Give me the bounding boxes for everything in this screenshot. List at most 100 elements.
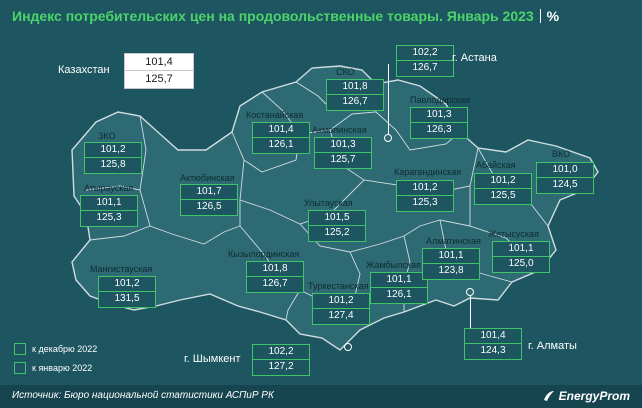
astana-dec-value: 102,2	[397, 46, 453, 61]
legend-label-jan: к январю 2022	[32, 363, 93, 373]
almaty-obl-dec-value: 101,1	[423, 249, 479, 264]
zko-jan-value: 125,8	[100, 159, 126, 170]
astana-marker	[384, 134, 392, 142]
shymkent-marker	[344, 343, 352, 351]
region-box-turkestan: 101,2 127,4	[312, 293, 370, 325]
national-value-box: 101,4 125,7	[124, 53, 194, 89]
almaty-obl-jan-value: 123,8	[438, 265, 464, 276]
region-box-zhambyl: 101,1 126,1	[370, 272, 428, 304]
region-box-karaganda: 101,2 125,3	[396, 180, 454, 212]
turkestan-jan-value: 127,4	[328, 310, 354, 321]
region-box-atyrau: 101,1 125,3	[80, 195, 138, 227]
title-unit: %	[546, 8, 560, 24]
title-text: Индекс потребительских цен на продовольс…	[12, 8, 534, 24]
city-box-almaty: 101,4 124,3	[464, 328, 522, 360]
region-label-zhambyl: Жамбылская	[366, 260, 421, 270]
region-box-akmola: 101,3 125,7	[314, 137, 372, 169]
vko-dec-value: 101,0	[537, 163, 593, 178]
city-label-almaty: г. Алматы	[528, 340, 577, 352]
region-label-turkestan: Туркестанская	[308, 281, 369, 291]
karaganda-dec-value: 101,2	[397, 181, 453, 196]
region-box-vko: 101,0 124,5	[536, 162, 594, 194]
region-label-sko: СКО	[336, 67, 355, 77]
national-dec-value: 101,4	[125, 54, 193, 71]
ulytau-jan-value: 125,2	[324, 227, 350, 238]
kostanay-jan-value: 126,1	[268, 139, 294, 150]
vko-jan-value: 124,5	[552, 179, 578, 190]
region-box-aktobe: 101,7 126,5	[180, 184, 238, 216]
astana-leader-line	[388, 64, 389, 134]
region-label-zko: ЗКО	[98, 131, 116, 141]
region-box-abay: 101,2 125,5	[474, 173, 532, 205]
city-label-shymkent: г. Шымкент	[184, 353, 241, 365]
atyrau-jan-value: 125,3	[96, 212, 122, 223]
zhetysu-jan-value: 125,0	[508, 258, 534, 269]
region-label-abay: Абайская	[476, 160, 516, 170]
page-title: Индекс потребительских цен на продовольс…	[12, 8, 559, 24]
shymkent-dec-value: 102,2	[253, 345, 309, 360]
region-label-ulytau: Улытауская	[304, 198, 353, 208]
karaganda-jan-value: 125,3	[412, 197, 438, 208]
sko-jan-value: 126,7	[342, 96, 368, 107]
region-box-almaty-obl: 101,1 123,8	[422, 248, 480, 280]
mangistau-dec-value: 101,2	[99, 277, 155, 292]
akmola-jan-value: 125,7	[330, 154, 356, 165]
zko-dec-value: 101,2	[85, 143, 141, 158]
region-label-zhetysu: Жетысуская	[488, 229, 539, 239]
source-text: Источник: Бюро национальной статистики А…	[12, 390, 274, 401]
city-box-shymkent: 102,2 127,2	[252, 344, 310, 376]
shymkent-jan-value: 127,2	[268, 361, 294, 372]
footer-bar: Источник: Бюро национальной статистики А…	[0, 385, 642, 408]
abay-dec-value: 101,2	[475, 174, 531, 189]
region-box-zhetysu: 101,1 125,0	[492, 241, 550, 273]
almaty-dec-value: 101,4	[465, 329, 521, 344]
kostanay-dec-value: 101,4	[253, 123, 309, 138]
legend-swatch-dec	[14, 343, 26, 355]
ulytau-dec-value: 101,5	[309, 211, 365, 226]
region-box-ulytau: 101,5 125,2	[308, 210, 366, 242]
national-label: Казахстан	[58, 64, 110, 76]
astana-jan-value: 126,7	[412, 62, 438, 73]
brand-logo-text: EnergyProm	[558, 389, 630, 403]
title-divider	[539, 9, 541, 23]
kyzylorda-dec-value: 101,8	[247, 262, 303, 277]
region-box-mangistau: 101,2 131,5	[98, 276, 156, 308]
legend-item-dec: к декабрю 2022	[14, 343, 97, 355]
region-label-akmola: Акмолинская	[312, 125, 367, 135]
zhambyl-jan-value: 126,1	[386, 289, 412, 300]
region-box-sko: 101,8 126,7	[326, 79, 384, 111]
pavlodar-dec-value: 101,3	[411, 108, 467, 123]
aktobe-dec-value: 101,7	[181, 185, 237, 200]
zhambyl-dec-value: 101,1	[371, 273, 427, 288]
akmola-dec-value: 101,3	[315, 138, 371, 153]
legend-swatch-jan	[14, 362, 26, 374]
zhetysu-dec-value: 101,1	[493, 242, 549, 257]
almaty-leader-line	[470, 296, 471, 328]
almaty-jan-value: 124,3	[480, 345, 506, 356]
city-box-astana: 102,2 126,7	[396, 45, 454, 77]
almaty-marker	[466, 288, 474, 296]
atyrau-dec-value: 101,1	[81, 196, 137, 211]
mangistau-jan-value: 131,5	[114, 293, 140, 304]
sko-dec-value: 101,8	[327, 80, 383, 95]
region-box-zko: 101,2 125,8	[84, 142, 142, 174]
region-label-mangistau: Мангистауская	[90, 264, 153, 274]
kyzylorda-jan-value: 126,7	[262, 278, 288, 289]
region-box-pavlodar: 101,3 126,3	[410, 107, 468, 139]
region-label-atyrau: Атырауская	[84, 183, 134, 193]
legend-item-jan: к январю 2022	[14, 362, 92, 374]
turkestan-dec-value: 101,2	[313, 294, 369, 309]
legend-label-dec: к декабрю 2022	[32, 344, 98, 354]
region-label-pavlodar: Павлодарская	[410, 95, 470, 105]
region-label-karaganda: Карагандинская	[394, 167, 462, 177]
abay-jan-value: 125,5	[490, 190, 516, 201]
pavlodar-jan-value: 126,3	[426, 124, 452, 135]
region-box-kyzylorda: 101,8 126,7	[246, 261, 304, 293]
region-box-kostanay: 101,4 126,1	[252, 122, 310, 154]
aktobe-jan-value: 126,5	[196, 201, 222, 212]
region-label-vko: ВКО	[552, 149, 571, 159]
region-label-kyzylorda: Кызылординская	[228, 249, 300, 259]
city-label-astana: г. Астана	[452, 52, 497, 64]
region-label-aktobe: Актюбинская	[180, 173, 235, 183]
